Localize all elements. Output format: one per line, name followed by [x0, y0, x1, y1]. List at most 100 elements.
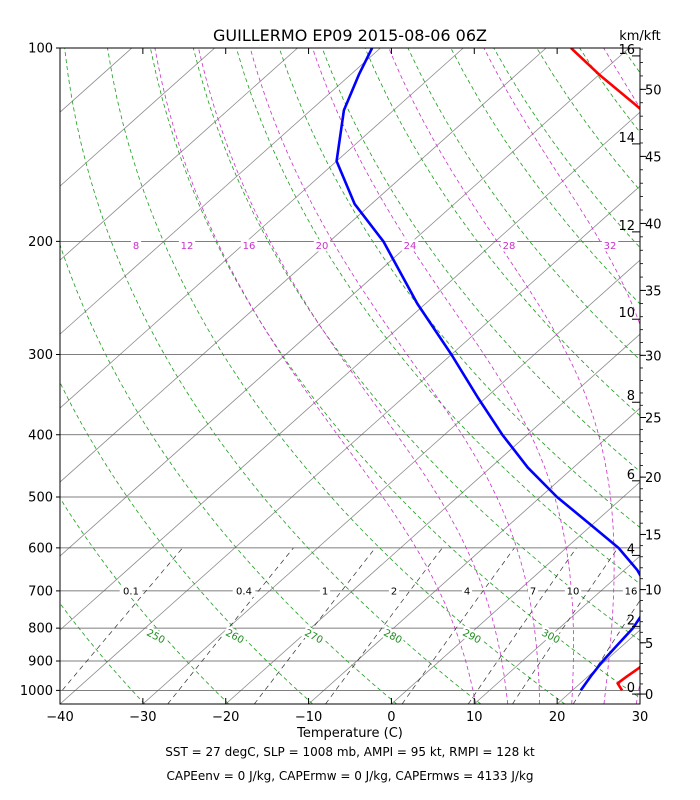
mixing-ratio-label-group: 2 — [388, 584, 400, 597]
mixing-ratio-label-backing — [319, 584, 331, 597]
moist-adiabat-label-backing — [240, 239, 258, 252]
mixing-ratio-line — [325, 547, 443, 704]
x-tick-label: 10 — [466, 710, 483, 725]
km-tick-label: 4 — [627, 542, 635, 557]
dry-adiabat-line — [407, 48, 640, 361]
x-tick-label: −20 — [212, 710, 239, 725]
moist-adiabat-label: 32 — [604, 241, 617, 252]
mixing-ratio-label: 7 — [530, 586, 536, 597]
pressure-tick-label: 400 — [28, 428, 53, 443]
pressure-tick-label: 700 — [28, 584, 53, 599]
mixing-ratio-label: 16 — [625, 586, 638, 597]
dry-adiabat-label-backing — [538, 625, 564, 647]
mixing-ratio-label-backing — [461, 584, 473, 597]
pressure-tick-label: 500 — [28, 491, 53, 506]
moist-adiabat-label-group: 20 — [313, 239, 331, 252]
kft-tick-label: 0 — [645, 688, 653, 703]
isotherm-line — [60, 48, 215, 187]
mixing-ratio-label: 0.4 — [236, 586, 252, 597]
dry-adiabat-line — [60, 381, 313, 704]
moist-adiabat-label: 28 — [503, 241, 516, 252]
dry-adiabat-label-backing — [222, 625, 248, 647]
mixing-ratio-label-backing — [622, 584, 640, 597]
dry-adiabat-line — [235, 48, 640, 585]
pressure-tick-label: 100 — [28, 42, 53, 57]
moist-adiabat-label-backing — [130, 239, 142, 252]
isotherm-line — [474, 555, 640, 704]
moist-adiabat-label-backing — [313, 239, 331, 252]
moist-adiabat-line — [312, 48, 574, 704]
dry-adiabat-line — [150, 48, 640, 699]
pressure-tick-label: 900 — [28, 654, 53, 669]
mixing-ratio-line — [401, 547, 515, 704]
moist-adiabat-label-backing — [401, 239, 419, 252]
isotherm-line — [60, 48, 298, 261]
mixing-ratio-label: 0.1 — [123, 586, 139, 597]
moist-adiabat-label-group: 12 — [178, 239, 196, 252]
isotherm-line — [60, 48, 464, 409]
mixing-ratio-label-group: 16 — [622, 584, 640, 597]
moist-adiabat-label: 20 — [316, 241, 329, 252]
moist-adiabat-label: 16 — [243, 241, 256, 252]
axes: −40 −30 −20 −10 0 10 20 30100200300400500600700… — [20, 42, 662, 726]
km-tick-label: 6 — [627, 468, 635, 483]
kft-tick-label: 10 — [645, 584, 662, 599]
kft-tick-label: 40 — [645, 217, 662, 232]
isotherm-line — [60, 185, 640, 704]
dry-adiabat-line — [107, 48, 566, 704]
kft-tick-label: 25 — [645, 412, 662, 427]
isotherm-line — [60, 111, 640, 631]
plot-frame — [59, 47, 641, 705]
kft-tick-label: 35 — [645, 284, 662, 299]
mixing-ratio-label: 4 — [464, 586, 470, 597]
moist-adiabat-label: 12 — [181, 241, 194, 252]
kft-tick-label: 45 — [645, 150, 662, 165]
kft-tick-label: 5 — [645, 637, 653, 652]
mixing-ratio-label-backing — [388, 584, 400, 597]
pressure-tick-label: 1000 — [20, 684, 53, 699]
dry-adiabat-line — [60, 243, 397, 704]
km-tick-label: 16 — [618, 43, 635, 58]
mixing-ratio-label-group: 0.4 — [232, 584, 256, 597]
isotherm-line — [60, 48, 630, 557]
mixing-ratio-label-group: 10 — [564, 584, 582, 597]
mixing-ratio-line — [512, 547, 619, 704]
kft-tick-label: 50 — [645, 83, 662, 98]
pressure-tick-label: 300 — [28, 348, 53, 363]
isotherm-line — [225, 333, 640, 704]
isotherm-line — [308, 407, 640, 704]
pressure-tick-label: 200 — [28, 235, 53, 250]
pressure-tick-label: 800 — [28, 622, 53, 637]
pressure-tick-label: 600 — [28, 541, 53, 556]
dry-adiabat-label-backing — [301, 625, 327, 647]
height-units-label: km/kft — [619, 29, 661, 44]
dewpoint-trace — [335, 48, 640, 692]
mixing-ratio-label-backing — [564, 584, 582, 597]
mixing-ratio-label-group: 7 — [527, 584, 539, 597]
dry-adiabat-label-backing — [143, 625, 169, 647]
moist-adiabat-label: 24 — [404, 241, 417, 252]
x-tick-label: 20 — [549, 710, 566, 725]
x-tick-label: −10 — [295, 710, 322, 725]
km-tick-label: 12 — [618, 219, 635, 234]
moist-adiabat-label-group: 16 — [240, 239, 258, 252]
km-tick-label: 2 — [627, 613, 635, 628]
dry-adiabat-label-backing — [380, 625, 406, 647]
moist-adiabat-label-backing — [178, 239, 196, 252]
isotherm-line — [142, 259, 640, 704]
mixing-ratio-label-group: 4 — [461, 584, 473, 597]
kft-tick-label: 30 — [645, 349, 662, 364]
moist-adiabat-label-group: 32 — [601, 239, 619, 252]
moist-adiabat-line — [154, 48, 477, 704]
km-tick-label: 14 — [618, 131, 635, 146]
km-tick-label: 8 — [627, 389, 635, 404]
isotherm-line — [391, 481, 640, 704]
moist-adiabat-label: 8 — [133, 241, 139, 252]
moist-adiabat-line — [249, 48, 541, 704]
moist-adiabat-line — [198, 48, 509, 704]
x-tick-label: 30 — [632, 710, 649, 725]
footer-line-1: SST = 27 degC, SLP = 1008 mb, AMPI = 95 … — [165, 745, 535, 759]
footer-line-2: CAPEenv = 0 J/kg, CAPErmw = 0 J/kg, CAPE… — [166, 769, 534, 783]
